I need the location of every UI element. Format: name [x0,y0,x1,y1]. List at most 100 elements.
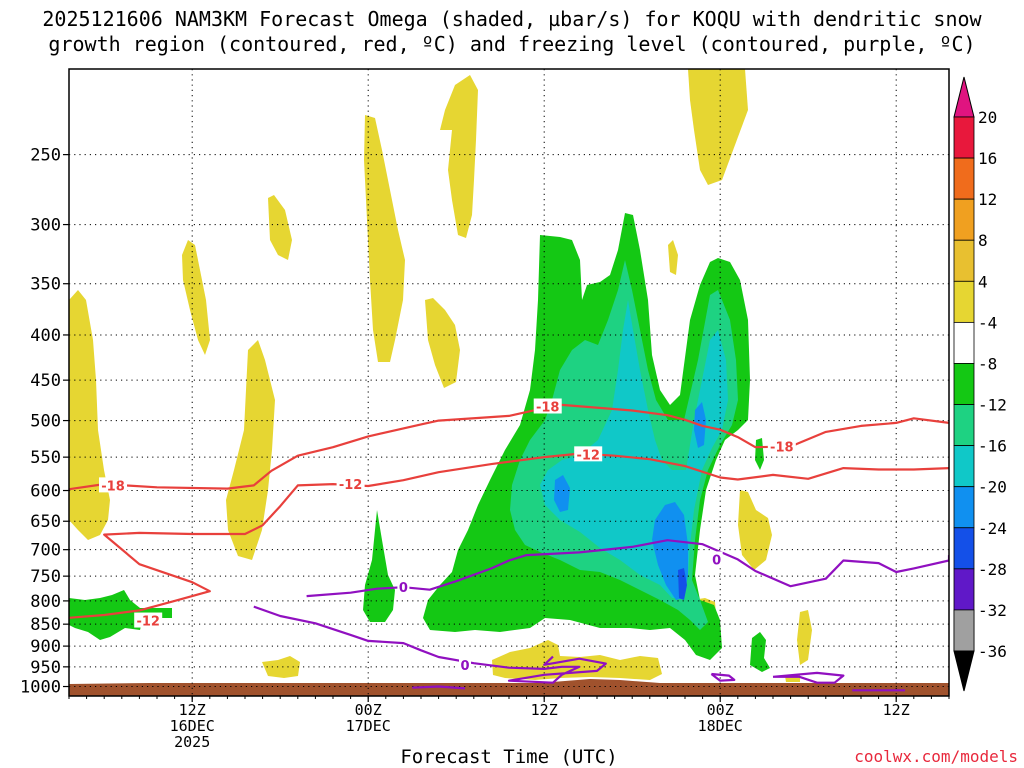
y-tick-label: 300 [30,216,61,236]
y-tick-label: 900 [30,637,61,657]
plot-area: -18 -18 -18 -12 -12 -12 0 0 0 [69,69,949,696]
y-tick-label: 950 [30,658,61,678]
colorbar-swatch [953,280,975,323]
ground-surface [69,679,949,696]
colorbar-label: 4 [978,272,988,291]
omega-region-green [69,590,172,640]
x-tick-label: 18DEC [698,717,743,735]
y-tick-label: 450 [30,371,61,391]
contour-label-bg [710,551,723,567]
chart-title-line-1: 2025121606 NAM3KM Forecast Omega (shaded… [42,7,982,31]
omega-region-yellow [364,115,405,362]
y-tick-label: 500 [30,412,61,432]
contour-label: 0 [399,581,408,596]
contour-label: -18 [536,401,560,416]
y-tick-label: 600 [30,482,61,502]
colorbar: 20 16 12 8 4 -4 -8 -12 -16 -20 -24 -28 -32 -36 [953,76,1007,692]
colorbar-swatch [953,486,975,529]
colorbar-top-arrow [953,76,975,118]
x-tick-label: 2025 [174,733,210,751]
x-tick-label: 00Z [355,701,382,719]
y-tick-label: 250 [30,146,61,166]
chart-title-line-2: growth region (contoured, red, ºC) and f… [48,32,975,56]
contour-lines: -18 -18 -18 -12 -12 -12 0 0 0 [69,398,949,692]
contour-label: 0 [460,659,469,674]
y-tick-label: 750 [30,567,61,587]
omega-region-green [363,510,395,622]
y-tick-label: 350 [30,275,61,295]
contour-label-bg [767,438,796,454]
colorbar-swatch [953,609,975,652]
contour-label-bg [459,656,471,672]
omega-region-darkblue [678,568,687,600]
colorbar-label: -28 [978,560,1007,579]
colorbar-label: 20 [978,108,997,127]
colorbar-label: -4 [978,313,997,332]
contour-line [306,539,949,598]
contour-line [253,605,607,684]
colorbar-label: 8 [978,231,988,250]
colorbar-label: -8 [978,354,997,373]
contour-label-bg [336,476,365,492]
omega-region-yellow [262,656,300,678]
colorbar-swatch [953,239,975,282]
colorbar-label: -20 [978,478,1007,497]
x-tick-label: 12Z [531,701,558,719]
y-tick-label: 1000 [20,678,61,698]
x-tick-label: 12Z [179,701,206,719]
contour-line [710,672,736,682]
colorbar-bottom-arrow [953,650,975,692]
omega-region-yellow [182,240,210,355]
omega-region-yellow [425,298,460,388]
colorbar-swatch [953,568,975,611]
omega-region-yellow [688,69,748,185]
contour-label-bg [134,612,163,628]
colorbar-swatch [953,363,975,405]
y-tick-label: 400 [30,326,61,346]
omega-region-yellow [268,195,292,260]
grid-lines-vertical [191,69,897,696]
contour-label-bg [533,398,562,414]
contour-label-bg [574,446,603,462]
omega-region-yellow [226,340,275,560]
x-tick-label: 16DEC [170,717,215,735]
contour-line [69,452,949,619]
contour-label: 0 [712,553,721,568]
colorbar-swatch [953,404,975,447]
y-tick-label: 800 [30,592,61,612]
y-tick-label: 650 [30,512,61,532]
colorbar-label: -16 [978,437,1007,456]
colorbar-label: -36 [978,642,1007,661]
omega-region-yellow [440,75,478,238]
omega-region-green [750,632,770,672]
y-tick-label: 550 [30,448,61,468]
colorbar-label: -24 [978,519,1007,538]
colorbar-label: 16 [978,149,997,168]
grid-lines-horizontal [69,154,949,688]
contour-label: -12 [136,615,160,630]
contour-label: -18 [101,479,125,494]
colorbar-swatch [953,157,975,200]
contour-label: -12 [576,448,600,463]
x-tick-label: 12Z [883,701,910,719]
x-tick-label: 00Z [707,701,734,719]
credit-text: coolwx.com/models [854,747,1018,766]
contour-line [69,403,949,491]
omega-region-yellow [668,240,678,275]
omega-region-blue [554,475,570,512]
contour-line [412,685,466,690]
x-tick-label: 17DEC [346,717,391,735]
contour-line [772,671,845,684]
colorbar-label: -32 [978,601,1007,620]
y-tick-label: 850 [30,615,61,635]
colorbar-swatch [953,445,975,488]
omega-region-yellow [738,490,772,570]
colorbar-label: 12 [978,190,997,209]
contour-label-bg [99,477,127,493]
x-axis-label: Forecast Time (UTC) [400,746,617,768]
colorbar-swatch [953,527,975,570]
colorbar-swatch [953,321,975,364]
y-tick-label: 700 [30,541,61,561]
